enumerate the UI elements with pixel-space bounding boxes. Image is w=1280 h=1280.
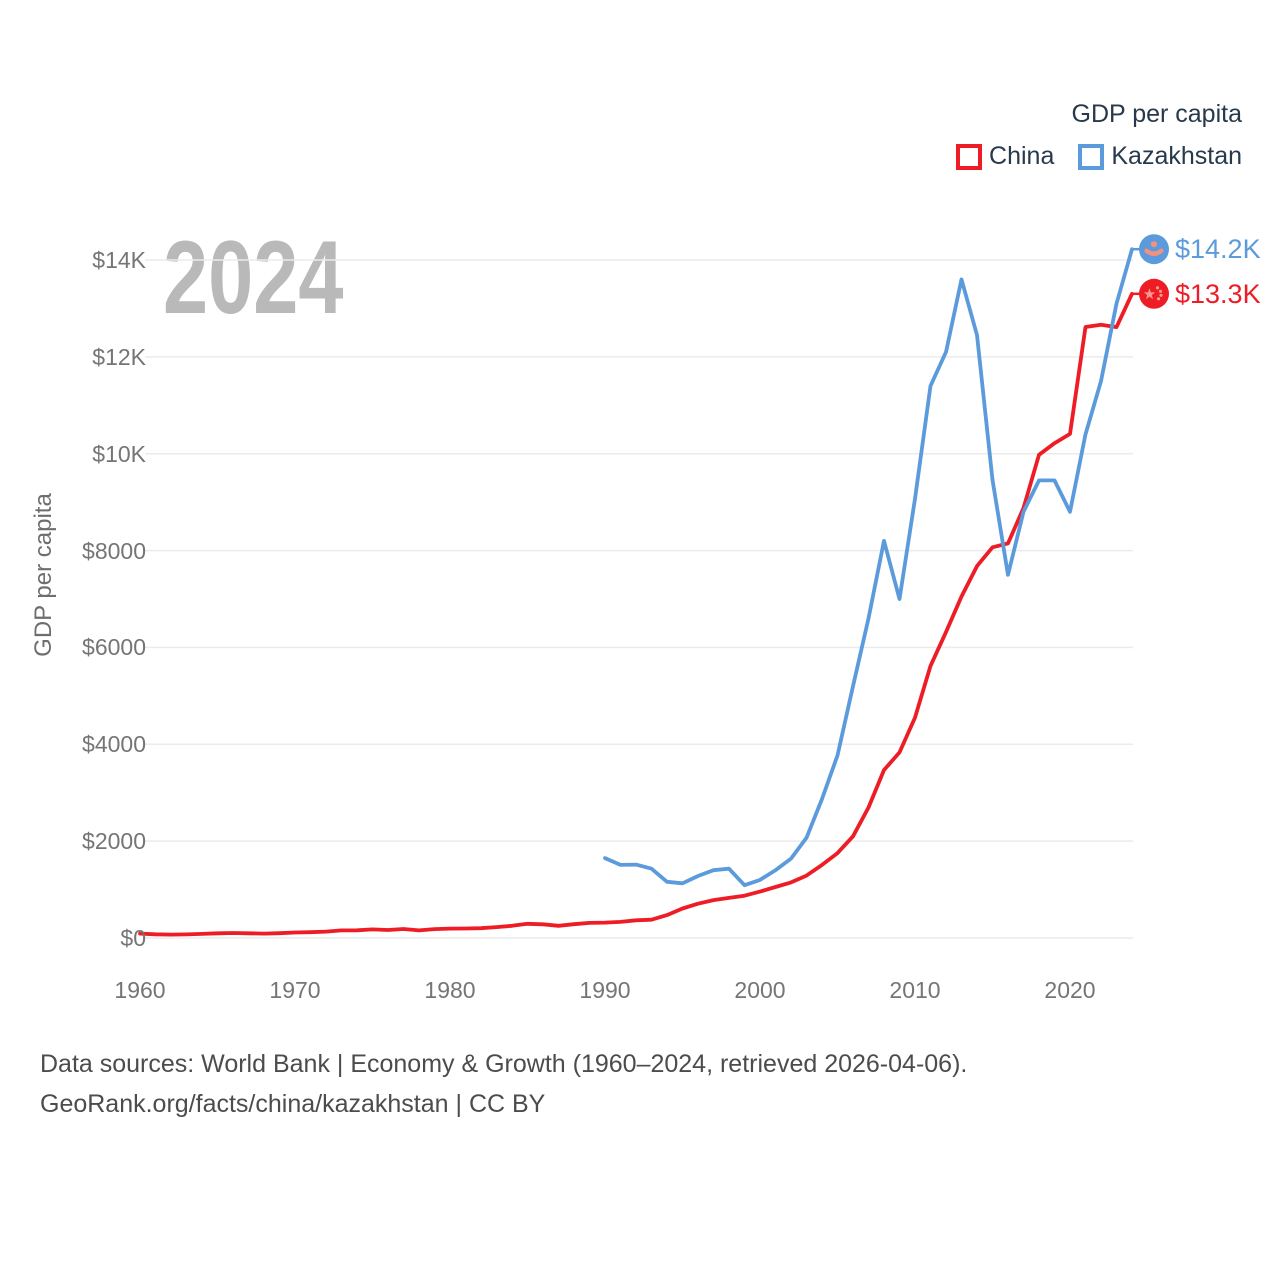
footer: Data sources: World Bank | Economy & Gro… bbox=[40, 1044, 967, 1124]
kazakhstan-end-value: $14.2K bbox=[1175, 234, 1261, 265]
year-watermark: 2024 bbox=[163, 220, 344, 336]
y-tick-label: $10K bbox=[92, 440, 146, 467]
x-tick-label: 1990 bbox=[579, 977, 631, 1003]
y-tick-label: $12K bbox=[92, 343, 146, 370]
legend-item-kazakhstan[interactable]: Kazakhstan bbox=[1078, 142, 1242, 171]
x-tick-label: 2010 bbox=[889, 977, 941, 1003]
x-tick-label: 2000 bbox=[734, 977, 786, 1003]
kazakhstan-line[interactable] bbox=[603, 247, 1134, 888]
legend-item-china-label: China bbox=[989, 142, 1055, 170]
y-tick-label: $2000 bbox=[82, 828, 146, 855]
y-tick-label: $14K bbox=[92, 247, 146, 273]
x-tick-label: 1960 bbox=[114, 977, 166, 1003]
legend-item-kazakhstan-label: Kazakhstan bbox=[1111, 142, 1242, 170]
china-swatch-icon bbox=[956, 143, 983, 170]
y-tick-label: $6000 bbox=[82, 634, 146, 661]
x-tick-label: 1980 bbox=[424, 977, 476, 1003]
legend-items: China Kazakhstan bbox=[956, 142, 1242, 171]
y-tick-label: $0 bbox=[120, 925, 146, 951]
y-tick-label: $8000 bbox=[82, 537, 146, 564]
kazakhstan-swatch-icon bbox=[1078, 143, 1105, 170]
chart-legend: GDP per capita China Kazakhstan bbox=[956, 100, 1242, 171]
y-tick-label: $4000 bbox=[82, 731, 146, 758]
china-line[interactable] bbox=[138, 291, 1134, 937]
kazakhstan-flag-icon[interactable] bbox=[1139, 234, 1169, 265]
legend-item-china[interactable]: China bbox=[956, 142, 1054, 171]
legend-title: GDP per capita bbox=[1071, 100, 1242, 128]
china-end-value: $13.3K bbox=[1175, 278, 1261, 309]
x-tick-label: 1970 bbox=[269, 977, 321, 1003]
footer-source-line: Data sources: World Bank | Economy & Gro… bbox=[40, 1050, 968, 1078]
x-tick-label: 2020 bbox=[1044, 977, 1096, 1003]
footer-attribution-line: GeoRank.org/facts/china/kazakhstan | CC … bbox=[40, 1090, 546, 1118]
china-flag-icon[interactable] bbox=[1139, 278, 1169, 309]
